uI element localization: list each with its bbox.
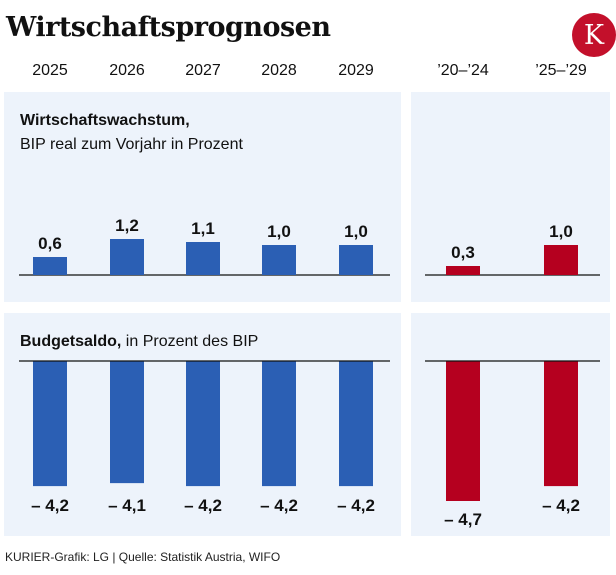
column-header-2029: 2029 [338, 62, 374, 79]
growth-bar-2026 [110, 239, 144, 275]
budget-bar-2029 [339, 361, 373, 487]
budget-subtitle: in Prozent des BIP [125, 333, 259, 350]
growth-label-2026: 1,2 [115, 216, 139, 235]
column-header-2026: 2026 [109, 62, 145, 79]
source-note: KURIER-Grafik: LG | Quelle: Statistik Au… [5, 550, 281, 564]
budget-average-bar-1 [544, 361, 578, 487]
budget-label-2027: – 4,2 [184, 496, 222, 515]
column-header-2028: 2028 [261, 62, 297, 79]
budget-label-2029: – 4,2 [337, 496, 375, 515]
column-header-2027: 2027 [185, 62, 221, 79]
budget-average-label-0: – 4,7 [444, 510, 482, 529]
growth-label-2025: 0,6 [38, 234, 62, 253]
budget-label-2026: – 4,1 [108, 496, 146, 515]
budget-bar-2027 [186, 361, 220, 487]
column-header-avg-2025-2029: ’25–’29 [535, 62, 587, 79]
growth-bar-2025 [33, 257, 67, 275]
growth-average-bar-0 [446, 266, 480, 275]
budget-average-label-1: – 4,2 [542, 496, 580, 515]
growth-bar-2028 [262, 245, 296, 275]
growth-subtitle: BIP real zum Vorjahr in Prozent [20, 136, 243, 153]
budget-label-2025: – 4,2 [31, 496, 69, 515]
growth-label-2028: 1,0 [267, 222, 291, 241]
growth-label-2029: 1,0 [344, 222, 368, 241]
budget-average-bar-0 [446, 361, 480, 501]
growth-panel-title: Wirtschaftswachstum, BIP real zum Vorjah… [20, 109, 243, 157]
budget-bar-2028 [262, 361, 296, 487]
growth-bar-2029 [339, 245, 373, 275]
growth-bar-2027 [186, 242, 220, 275]
budget-bar-2025 [33, 361, 67, 487]
budget-panel-title: Budgetsaldo, in Prozent des BIP [20, 330, 258, 354]
growth-average-label-0: 0,3 [451, 243, 475, 262]
growth-average-label-1: 1,0 [549, 222, 573, 241]
growth-title: Wirtschaftswachstum, [20, 112, 190, 129]
column-header-2025: 2025 [32, 62, 68, 79]
growth-label-2027: 1,1 [191, 219, 215, 238]
kurier-logo: K [572, 13, 616, 57]
budget-label-2028: – 4,2 [260, 496, 298, 515]
column-header-avg-2020-2024: ’20–’24 [437, 62, 489, 79]
budget-title: Budgetsaldo, [20, 333, 122, 350]
growth-average-bar-1 [544, 245, 578, 275]
budget-bar-2026 [110, 361, 144, 484]
chart-title: Wirtschaftsprognosen [6, 12, 331, 43]
